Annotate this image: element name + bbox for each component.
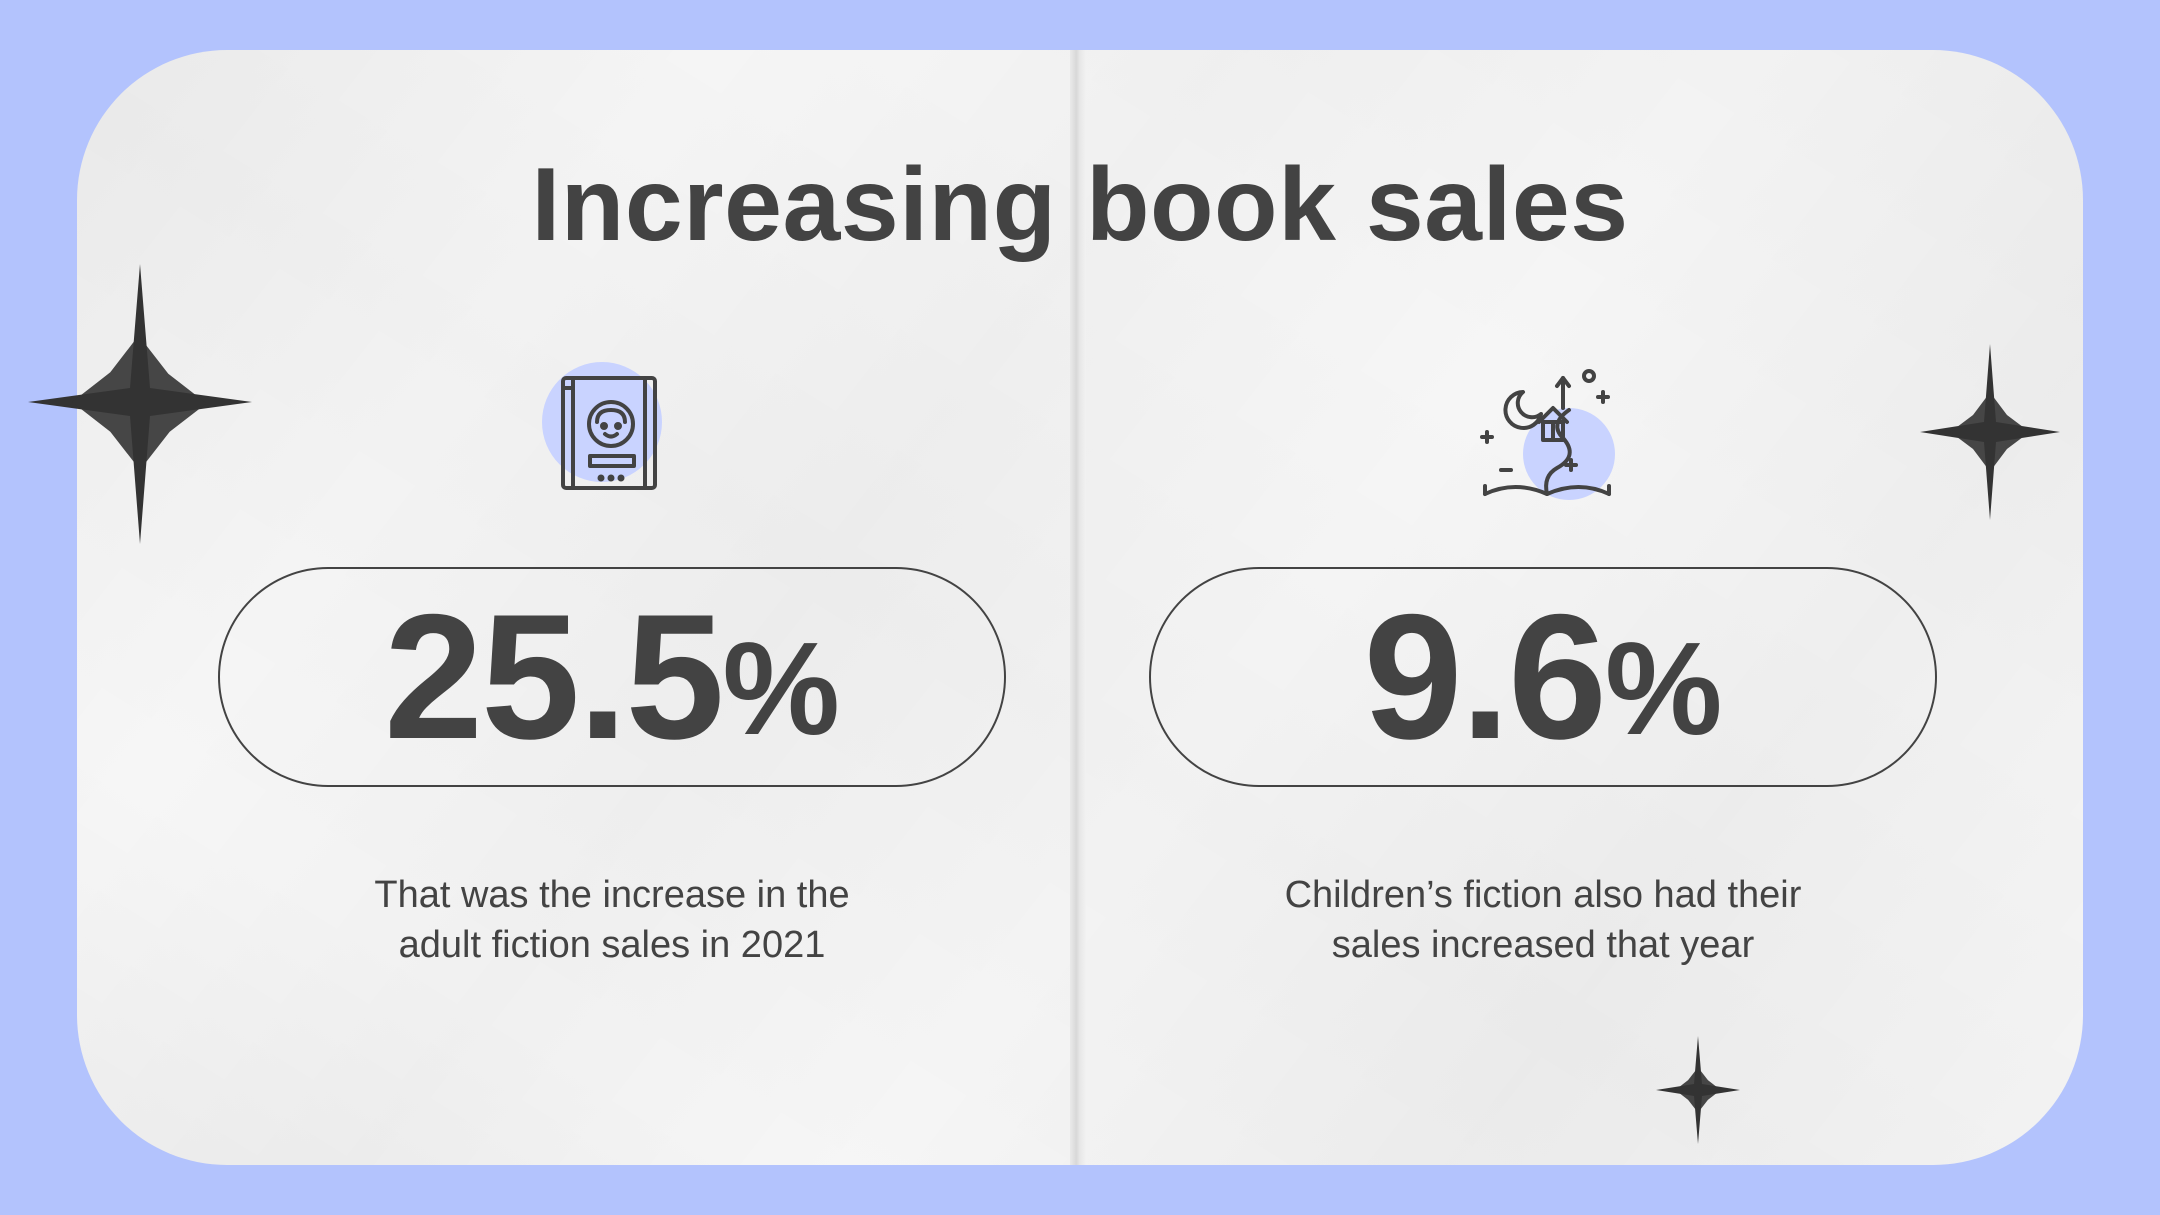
- stat-value: 25.5: [384, 577, 724, 776]
- stat-pill-adult-fiction: 25.5%: [218, 567, 1006, 787]
- stat-pill-childrens-fiction: 9.6%: [1149, 567, 1937, 787]
- paper-fold: [1070, 50, 1086, 1165]
- sparkle-icon: [1920, 344, 2060, 520]
- description-line: adult fiction sales in 2021: [398, 924, 826, 966]
- slide-card: Increasing book sales: [77, 50, 2083, 1165]
- stat-description-childrens-fiction: Children’s fiction also had their sales …: [1149, 870, 1937, 970]
- sparkle-icon: [1656, 1036, 1740, 1144]
- description-line: Children’s fiction also had their: [1284, 874, 1802, 916]
- stat-value: 9.6: [1363, 577, 1607, 776]
- stat-unit: %: [1605, 615, 1723, 762]
- book-icon: [535, 360, 675, 500]
- fairytale-book-icon: [1477, 362, 1617, 502]
- description-line: That was the increase in the: [374, 874, 850, 916]
- sparkle-icon: [28, 264, 252, 544]
- stat-description-adult-fiction: That was the increase in the adult ficti…: [218, 870, 1006, 970]
- slide-title: Increasing book sales: [531, 147, 1629, 263]
- description-line: sales increased that year: [1331, 924, 1755, 966]
- stat-unit: %: [722, 615, 840, 762]
